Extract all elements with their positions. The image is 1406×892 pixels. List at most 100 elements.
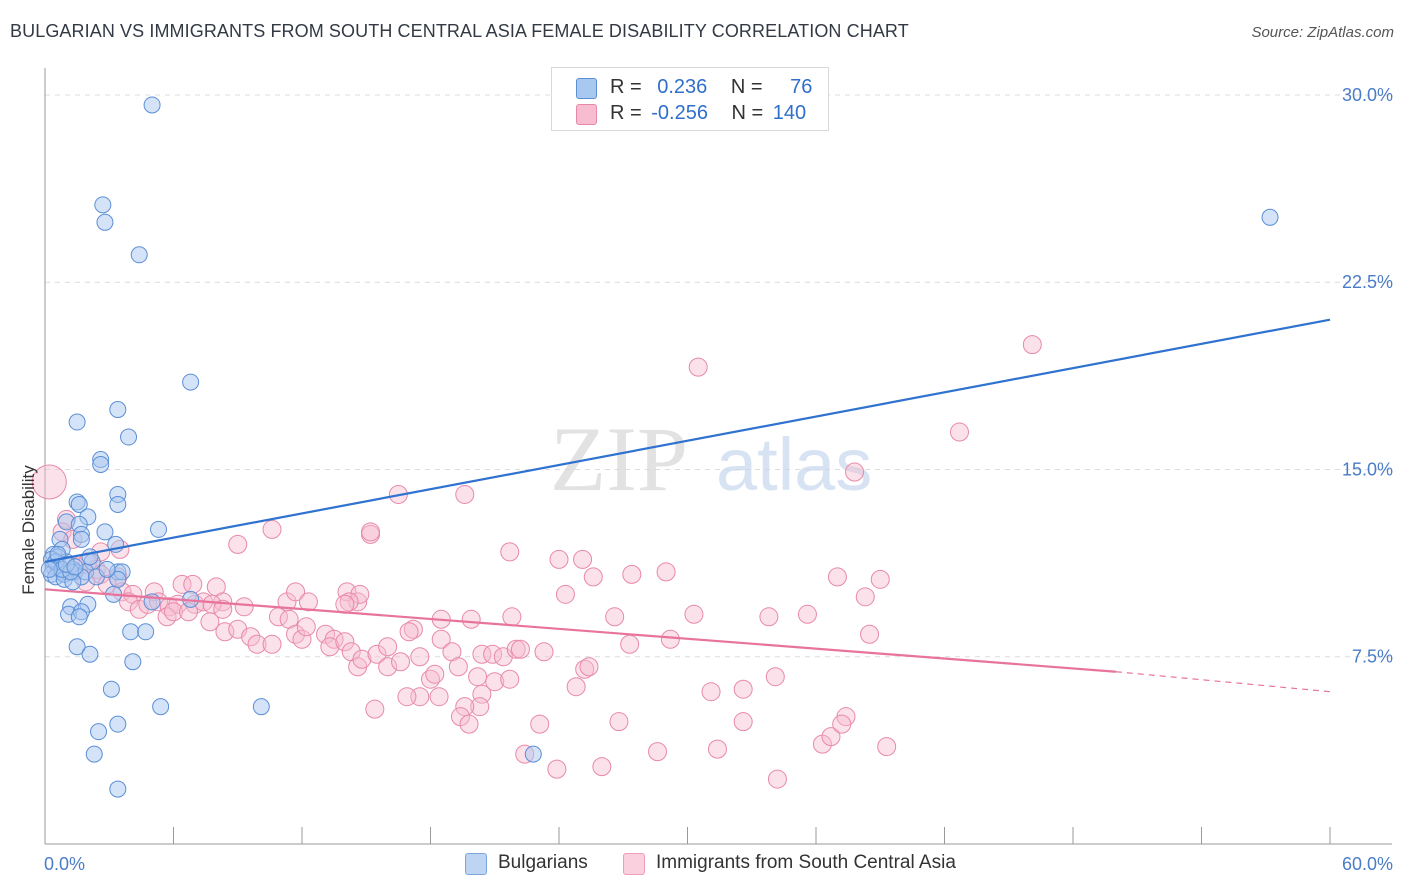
point-immigrants <box>502 607 522 627</box>
legend-swatch-blue <box>576 78 597 99</box>
point-immigrants <box>213 599 233 619</box>
point-immigrants <box>472 684 492 704</box>
point-bulgarians <box>102 680 120 698</box>
point-immigrants <box>431 629 451 649</box>
point-bulgarians <box>40 560 58 578</box>
point-immigrants <box>234 597 254 617</box>
point-immigrants <box>579 657 599 677</box>
y-tick-label: 30.0% <box>1342 85 1393 105</box>
source-label: Source: ZipAtlas.com <box>1251 24 1394 41</box>
trend-line-bulgarians <box>44 318 1331 563</box>
point-immigrants <box>298 592 318 612</box>
legend-r-value: 0.236 <box>657 76 708 98</box>
point-bulgarians <box>81 645 99 663</box>
point-bulgarians <box>150 520 168 538</box>
legend-n-value: 140 <box>772 102 807 124</box>
point-immigrants <box>821 727 841 747</box>
point-immigrants <box>506 639 526 659</box>
trend-line-immigrants-extension <box>1115 671 1331 693</box>
point-immigrants <box>733 712 753 732</box>
point-bulgarians <box>96 523 114 541</box>
point-immigrants <box>286 624 306 644</box>
point-immigrants <box>701 682 721 702</box>
x-tick-label: 0.0% <box>44 854 85 874</box>
point-immigrants <box>860 624 880 644</box>
point-immigrants <box>1022 335 1042 355</box>
legend-swatch-blue <box>465 853 487 875</box>
point-immigrants <box>455 484 475 504</box>
point-immigrants <box>335 632 355 652</box>
point-bulgarians <box>143 96 161 114</box>
point-immigrants <box>656 562 676 582</box>
point-immigrants <box>609 712 629 732</box>
point-immigrants <box>592 757 612 777</box>
point-bulgarians <box>94 196 112 214</box>
y-tick-label: 15.0% <box>1342 459 1393 479</box>
point-immigrants <box>459 714 479 734</box>
point-immigrants <box>797 604 817 624</box>
legend-label-immigrants: Immigrants from South Central Asia <box>656 852 956 873</box>
point-immigrants <box>566 677 586 697</box>
point-immigrants <box>391 652 411 672</box>
point-immigrants <box>399 622 419 642</box>
chart-title: BULGARIAN VS IMMIGRANTS FROM SOUTH CENTR… <box>10 21 909 41</box>
point-immigrants <box>361 522 381 542</box>
watermark-zip: ZIP <box>550 408 688 510</box>
legend-r-value: -0.256 <box>651 102 708 124</box>
point-immigrants <box>200 612 220 632</box>
point-bulgarians <box>109 780 127 798</box>
point-immigrants <box>378 657 398 677</box>
series-legend: Bulgarians Immigrants from South Central… <box>0 852 1406 878</box>
point-immigrants <box>461 609 481 629</box>
point-immigrants <box>296 617 316 637</box>
series-bulgarians-points <box>40 96 1279 798</box>
point-immigrants <box>949 422 969 442</box>
point-bulgarians <box>137 623 155 641</box>
point-bulgarians <box>1261 208 1279 226</box>
point-bulgarians <box>92 455 110 473</box>
x-tick-label: 60.0% <box>1342 854 1393 874</box>
point-immigrants <box>472 644 492 664</box>
correlation-legend: R = 0.236 N = 76 R = -0.256 N = 140 <box>551 67 829 131</box>
point-immigrants <box>648 742 668 762</box>
legend-r-label: R = <box>610 102 642 124</box>
point-immigrants <box>832 714 852 734</box>
point-immigrants <box>530 714 550 734</box>
point-immigrants <box>228 534 248 554</box>
legend-n-label: N = <box>730 76 763 98</box>
point-immigrants <box>684 604 704 624</box>
point-immigrants <box>759 607 779 627</box>
point-bulgarians <box>72 530 90 548</box>
point-immigrants <box>622 564 642 584</box>
point-bulgarians <box>68 638 86 656</box>
watermark-atlas: atlas <box>716 423 872 506</box>
point-immigrants <box>292 629 312 649</box>
point-immigrants <box>352 649 372 669</box>
point-bulgarians <box>90 723 108 741</box>
point-bulgarians <box>109 495 127 513</box>
point-bulgarians <box>120 428 138 446</box>
trend-lines <box>44 318 1331 693</box>
point-bulgarians <box>524 745 542 763</box>
point-bulgarians <box>98 560 116 578</box>
point-immigrants <box>827 567 847 587</box>
series-immigrants-points <box>31 335 1042 789</box>
point-immigrants <box>620 634 640 654</box>
point-immigrants <box>164 602 183 622</box>
point-immigrants <box>549 549 569 569</box>
point-immigrants <box>157 607 177 627</box>
point-immigrants <box>707 739 727 759</box>
point-immigrants <box>733 679 753 699</box>
point-immigrants <box>262 634 282 654</box>
point-immigrants <box>183 574 203 594</box>
point-immigrants <box>500 542 520 562</box>
point-bulgarians <box>122 623 140 641</box>
point-immigrants <box>767 769 787 789</box>
point-bulgarians <box>152 698 170 716</box>
point-immigrants <box>555 584 575 604</box>
legend-r-label: R = <box>610 76 642 98</box>
point-immigrants <box>485 672 505 692</box>
point-bulgarians <box>252 698 270 716</box>
point-immigrants <box>429 687 449 707</box>
